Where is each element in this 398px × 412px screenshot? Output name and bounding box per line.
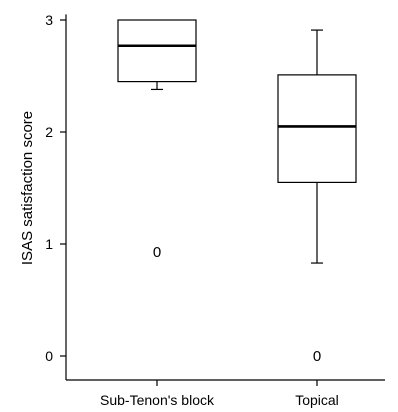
box-group-0: 0 <box>117 19 197 261</box>
y-tick-label-1: 1 <box>45 236 53 252</box>
y-tick-label-0: 0 <box>45 348 53 364</box>
box-iqr-1 <box>277 74 357 183</box>
outlier-1-0: 0 <box>313 348 321 365</box>
box-series: 00 <box>117 19 357 365</box>
x-ticks: Sub-Tenon's block Topical <box>100 380 339 408</box>
y-tick-label-3: 3 <box>45 12 53 28</box>
outlier-0-0: 0 <box>153 244 161 261</box>
box-group-1: 0 <box>277 29 357 365</box>
y-tick-label-2: 2 <box>45 124 53 140</box>
y-ticks: 0 1 2 3 <box>45 12 66 364</box>
y-axis-title: ISAS satisfaction score <box>19 111 36 265</box>
x-tick-label-0: Sub-Tenon's block <box>100 392 215 408</box>
x-tick-label-1: Topical <box>295 392 339 408</box>
box-iqr-0 <box>117 19 197 83</box>
